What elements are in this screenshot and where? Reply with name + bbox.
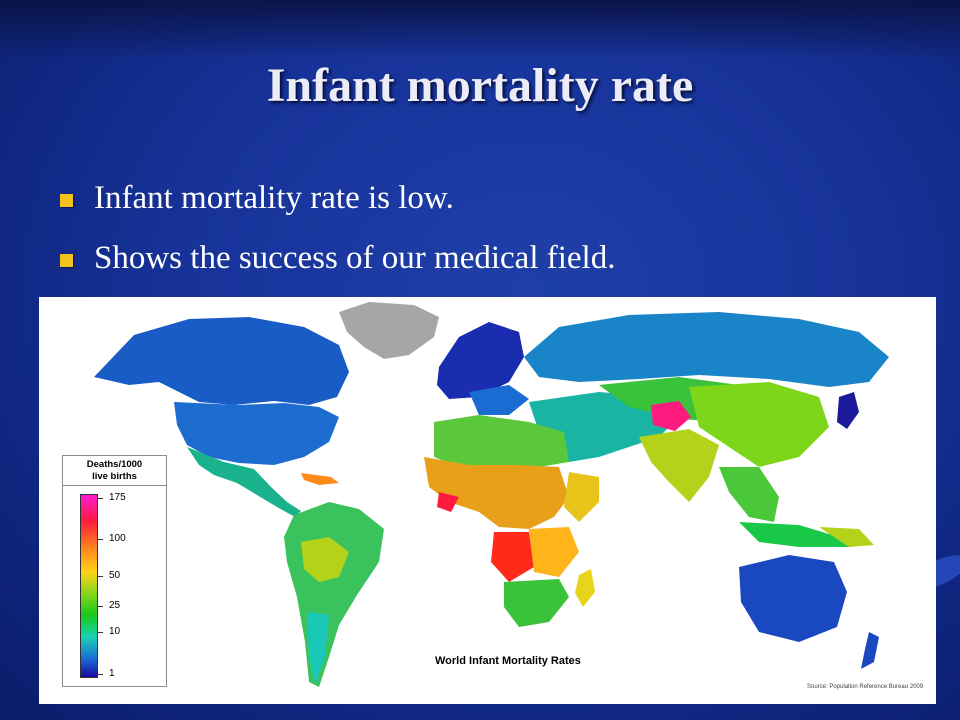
central-america-shape [187, 447, 301, 517]
south-america-center-shape [301, 537, 349, 582]
southern-europe-shape [469, 385, 529, 415]
map-source: Source: Population Reference Bureau 2009 [807, 684, 924, 690]
legend-heading-line2: live births [92, 471, 137, 482]
legend-heading: Deaths/1000 live births [63, 456, 166, 486]
legend-tick [97, 632, 103, 633]
afghanistan-shape [651, 401, 691, 431]
north-america-north-shape [94, 317, 349, 405]
angola-shape [491, 532, 534, 582]
madagascar-shape [575, 569, 595, 607]
russia-shape [524, 312, 889, 387]
legend-tick [97, 674, 103, 675]
legend-heading-line1: Deaths/1000 [86, 459, 143, 470]
horn-of-africa-shape [564, 472, 599, 522]
greenland-shape [339, 302, 439, 359]
legend-color-scale [80, 494, 98, 678]
legend-tick [97, 606, 103, 607]
southern-africa-shape [504, 579, 569, 627]
slide-top-shade [0, 0, 960, 60]
china-shape [689, 382, 829, 467]
southeast-asia-shape [719, 467, 779, 522]
bullet-text: Shows the success of our medical field. [94, 240, 616, 276]
sierra-leone-shape [437, 492, 459, 512]
legend-tick-label: 1 [109, 668, 115, 679]
slide-title: Infant mortality rate [266, 59, 694, 112]
south-america-south-shape [307, 612, 329, 685]
legend-tick-label: 100 [109, 533, 126, 544]
legend-tick [97, 539, 103, 540]
new-zealand-shape [861, 632, 879, 669]
east-africa-shape [529, 527, 579, 577]
map-title: World Infant Mortality Rates [435, 655, 581, 667]
legend-tick-label: 25 [109, 600, 121, 611]
west-africa-shape [424, 457, 569, 529]
south-america-shape [284, 502, 384, 687]
north-africa-shape [434, 415, 569, 467]
map-legend: Deaths/1000 live births 175 100 50 25 10… [62, 455, 167, 687]
europe-shape [437, 322, 524, 399]
legend-tick-label: 50 [109, 570, 121, 581]
bullet-text: Infant mortality rate is low. [94, 180, 454, 216]
legend-tick-label: 175 [109, 492, 126, 503]
new-guinea-shape [819, 527, 874, 547]
legend-tick-label: 10 [109, 626, 121, 637]
legend-tick [97, 498, 103, 499]
world-map-image: Deaths/1000 live births 175 100 50 25 10… [39, 297, 936, 704]
world-map-graphic [94, 302, 889, 687]
legend-tick [97, 576, 103, 577]
bullet-square-icon [60, 254, 73, 267]
usa-shape [174, 402, 339, 465]
caribbean-shape [301, 473, 339, 485]
japan-shape [837, 392, 859, 429]
south-asia-shape [639, 429, 719, 502]
bullet-square-icon [60, 194, 73, 207]
australia-shape [739, 555, 847, 642]
indonesia-shape [739, 522, 849, 547]
